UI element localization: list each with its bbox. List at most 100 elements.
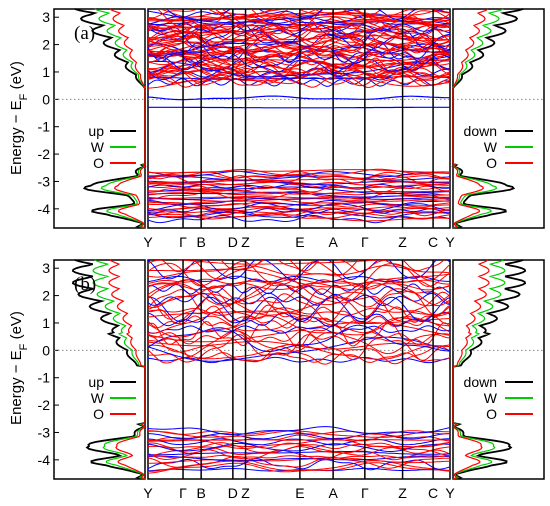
band-up [148,340,450,350]
band-down [148,450,450,456]
legend-label: W [484,390,498,406]
y-tick-label: 2 [42,37,50,53]
kpoint-label: Γ [179,485,187,501]
legend-label: O [486,406,497,422]
kpoint-label: Y [445,485,455,501]
band-down [148,21,450,26]
band-up [175,260,385,265]
dos-W [92,259,146,480]
band-up [148,51,450,75]
band-up [148,169,450,174]
kpoint-label: B [196,485,205,501]
band-down [148,433,450,440]
band-up [148,277,450,307]
dos-W [452,259,506,480]
kpoint-label: E [295,234,304,250]
y-tick-label: -4 [38,452,51,468]
dos-W [94,8,146,229]
band-down [148,57,450,74]
band-up [148,189,450,195]
band-down [148,175,450,181]
band-frame [147,259,451,480]
dos-total [451,259,527,480]
dos-W [452,8,504,229]
band-down [148,199,450,206]
bands-layer [148,9,450,224]
legend-label: up [88,123,104,139]
kpoint-label: E [295,485,304,501]
band-down [148,260,450,281]
y-tick-label: -1 [38,370,51,386]
band-up [148,278,450,285]
y-tick-label: -1 [38,119,51,135]
kpoint-label: D [228,234,238,250]
kpoint-label: Γ [361,485,369,501]
band-up [148,35,450,43]
band-up [148,213,450,220]
kpoint-label: Z [241,485,250,501]
band-up [148,210,450,214]
band-up [156,9,447,29]
kpoint-label: Z [398,485,407,501]
kpoint-label: Z [241,234,250,250]
band-up [148,330,450,355]
dos-right-frame [452,259,545,480]
band-up [148,345,450,365]
band-down [148,325,450,334]
band-up [157,9,450,18]
band-down [165,9,446,20]
band-down [148,202,450,211]
band-up [148,206,450,210]
band-down [148,191,450,198]
band-up [148,39,450,52]
band-down [148,438,450,446]
band-down [148,426,450,436]
legend-label: W [484,139,498,155]
kpoint-label: Y [143,234,153,250]
band-up [206,9,439,19]
band-up [148,457,450,464]
band-up [148,178,450,184]
band-down [148,9,450,24]
band-up [148,334,450,361]
band-up [148,282,450,291]
kpoint-label: C [428,485,438,501]
y-axis-label-top: Energy − EF (eV) [8,61,30,175]
band-up [148,281,450,307]
y-axis-label-bottom: Energy − EF (eV) [8,311,30,425]
legend-label: down [464,374,497,390]
dos-O [452,8,489,229]
band-up [148,33,450,51]
band-up [148,455,450,469]
band-down [148,95,450,101]
band-down [148,211,450,219]
band-down [148,442,450,452]
kpoint-label: C [428,234,438,250]
legend-label: W [91,139,105,155]
y-tick-label: -2 [38,146,51,162]
band-up [148,24,450,33]
kpoint-label: Z [398,234,407,250]
band-up [148,211,450,217]
y-tick-label: 1 [42,315,50,331]
band-down [148,106,450,109]
band-up [159,260,445,273]
band-down [148,296,450,323]
band-up [148,268,450,288]
y-tick-label: 0 [42,91,50,107]
y-tick-label: 3 [42,260,50,276]
legend-label: O [93,406,104,422]
band-up [148,265,450,278]
band-up [148,185,450,193]
band-up [148,455,450,459]
y-tick-label: -3 [38,424,51,440]
band-up [148,315,450,334]
band-up [148,444,450,454]
y-tick-label: 1 [42,64,50,80]
y-tick-label: -3 [38,173,51,189]
band-up [148,352,450,363]
kpoint-label: Γ [179,234,187,250]
